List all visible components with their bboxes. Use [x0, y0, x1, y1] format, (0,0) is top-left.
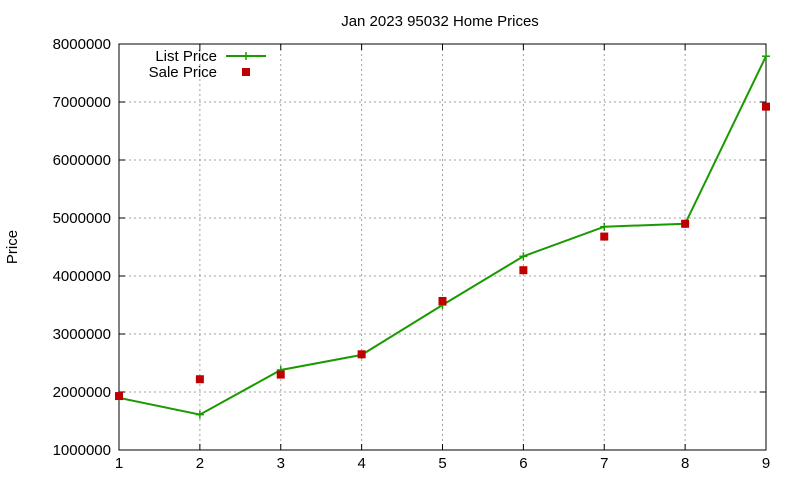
- sale-price-point: [276, 370, 285, 379]
- grid: [119, 44, 766, 450]
- legend-label: Sale Price: [149, 64, 217, 81]
- sale-price-point: [681, 219, 690, 228]
- x-tick-label: 8: [681, 455, 689, 472]
- x-tick-label: 7: [600, 455, 608, 472]
- x-tick-label: 5: [438, 455, 446, 472]
- legend-label: List Price: [155, 48, 217, 65]
- list-price-point: [519, 252, 528, 261]
- list-price-point: [195, 410, 204, 419]
- sale-price-point: [195, 375, 204, 384]
- series-sale-price: [115, 102, 770, 401]
- x-tick-label: 6: [519, 455, 527, 472]
- sale-price-point: [519, 266, 528, 275]
- axis-ticks: 1 2 3 4 5 6 7 8 9 1000000 2000000 3000000 4000000 500…: [53, 36, 771, 472]
- sale-price-point: [115, 392, 123, 401]
- chart-title: Jan 2023 95032 Home Prices: [341, 13, 539, 30]
- y-tick-label: 1000000: [53, 442, 111, 459]
- y-tick-label: 5000000: [53, 210, 111, 227]
- x-tick-label: 9: [762, 455, 770, 472]
- series-layer: [115, 52, 770, 419]
- sale-price-point: [438, 296, 447, 305]
- list-price-point: [600, 222, 609, 231]
- legend-square-marker: [242, 68, 250, 76]
- y-tick-label: 2000000: [53, 384, 111, 401]
- sale-price-point: [762, 102, 770, 111]
- y-axis-label: Price: [4, 230, 21, 264]
- x-tick-label: 2: [196, 455, 204, 472]
- sale-price-point: [600, 232, 609, 241]
- x-tick-label: 4: [357, 455, 365, 472]
- y-tick-label: 6000000: [53, 152, 111, 169]
- list-price-point: [762, 52, 770, 61]
- x-tick-label: 1: [115, 455, 123, 472]
- y-tick-label: 4000000: [53, 268, 111, 285]
- x-tick-label: 3: [277, 455, 285, 472]
- y-tick-label: 7000000: [53, 94, 111, 111]
- y-tick-label: 8000000: [53, 36, 111, 53]
- legend-cross-marker: [242, 52, 250, 60]
- y-tick-label: 3000000: [53, 326, 111, 343]
- sale-price-point: [357, 350, 366, 359]
